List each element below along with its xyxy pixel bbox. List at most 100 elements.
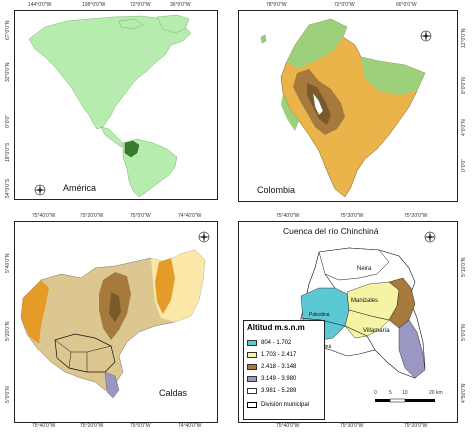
- chinchina-map-frame: Cuenca del río Chinchiná Neira Manizales…: [238, 221, 458, 423]
- tick-top-2: 75°20'0"W: [80, 213, 104, 219]
- orange-band-east: [155, 258, 175, 314]
- legend-item: 2.418 - 3.148: [247, 363, 296, 371]
- america-map: [15, 11, 217, 199]
- america-label: América: [63, 183, 97, 193]
- legend-label: 3.149 - 3.980: [261, 376, 297, 382]
- scale-bar: 0 5 10 20 km: [371, 390, 451, 410]
- compass-rose-icon: [33, 183, 47, 197]
- tick-left-3: 5°0'0"N: [5, 386, 11, 403]
- legend-item: 3.981 - 5.289: [247, 387, 296, 395]
- tick-top-2: 72°0'0"W: [334, 2, 355, 8]
- scale-tick: 10: [402, 390, 408, 396]
- tick-top-4: 36°0'0"W: [170, 2, 191, 8]
- tick-bottom-2: 75°20'0"W: [80, 423, 104, 429]
- tick-left-4: 18°0'0"S: [5, 142, 11, 162]
- altitude-legend: Altitud m.s.n.m 804 - 1.702 1.703 - 2.41…: [243, 320, 325, 420]
- tick-bottom-1: 75°40'0"W: [276, 423, 300, 429]
- tick-top-1: 144°0'0"W: [28, 2, 52, 8]
- caribbean-lowlands: [287, 19, 347, 69]
- tick-top-1: 78°0'0"W: [266, 2, 287, 8]
- legend-label: 2.418 - 3.148: [261, 364, 297, 370]
- panel-america: 144°0'0"W 108°0'0"W 72°0'0"W 36°0'0"W 67…: [2, 2, 230, 207]
- greenland: [156, 14, 190, 34]
- legend-swatch: [247, 352, 257, 358]
- chinchina-basin-outline: [54, 333, 116, 373]
- tick-top-1: 75°40'0"W: [32, 213, 56, 219]
- municipal-lines: [54, 339, 112, 372]
- chinchina-map: [298, 247, 426, 379]
- scale-tick: 5: [389, 390, 392, 396]
- tick-top-3: 75°0'0"W: [130, 213, 151, 219]
- tick-top-3: 75°20'0"W: [404, 213, 428, 219]
- tick-left-1: 5°40'0"N: [5, 253, 11, 273]
- legend-label: División municipal: [261, 402, 310, 408]
- tick-right-3: 4°0'0"N: [461, 119, 467, 136]
- legend-item: 3.149 - 3.980: [247, 375, 296, 383]
- america-map-frame: América: [14, 10, 218, 200]
- neira-boundary: [318, 247, 390, 281]
- san-andres-islands: [260, 34, 267, 44]
- legend-swatch: [247, 388, 257, 394]
- pacific-coast: [281, 93, 299, 131]
- legend-label: 1.703 - 2.417: [261, 352, 297, 358]
- legend-title: Altitud m.s.n.m: [247, 323, 305, 332]
- legend-item: 1.703 - 2.417: [247, 351, 296, 359]
- caldas-label: Caldas: [159, 388, 188, 398]
- tick-bottom-2: 75°30'0"W: [340, 423, 364, 429]
- tick-right-3: 4°50'0"N: [461, 383, 467, 403]
- tick-left-5: 54°0'0"S: [5, 178, 11, 198]
- colombia-map-frame: Colombia: [238, 10, 458, 202]
- legend-item: División municipal: [247, 401, 309, 409]
- andes-peaks: [312, 92, 324, 116]
- tick-left-1: 67°0'0"N: [5, 20, 11, 40]
- legend-item: 804 - 1.702: [247, 339, 291, 347]
- chinchina-title: Cuenca del río Chinchiná: [283, 226, 379, 236]
- tick-left-2: 5°20'0"N: [5, 321, 11, 341]
- arctic-islands: [118, 18, 144, 30]
- legend-swatch: [247, 364, 257, 370]
- colombia-label: Colombia: [257, 185, 296, 195]
- legend-swatch: [247, 376, 257, 382]
- tick-left-3: 0°0'0": [5, 114, 11, 128]
- cauca-lowlands: [21, 280, 49, 344]
- legend-swatch-boundary: [247, 402, 257, 408]
- tick-left-2: 32°0'0"N: [5, 62, 11, 82]
- tick-top-1: 75°40'0"W: [276, 213, 300, 219]
- central-peaks: [109, 292, 121, 322]
- place-villamaria: Villamaría: [363, 328, 390, 334]
- tick-bottom-1: 75°40'0"W: [32, 423, 56, 429]
- legend-label: 804 - 1.702: [261, 340, 292, 346]
- panel-caldas: 75°40'0"W 75°20'0"W 75°0'0"W 74°40'0"W 5…: [2, 213, 230, 433]
- tick-right-2: 8°0'0"N: [461, 77, 467, 94]
- southern-tail: [104, 371, 120, 399]
- tick-top-2: 108°0'0"W: [82, 2, 106, 8]
- colombia-highlight: [124, 140, 140, 158]
- basin-purple-zone: [398, 319, 426, 379]
- tick-right-2: 5°0'0"N: [461, 324, 467, 341]
- colombia-map: [239, 11, 457, 201]
- tick-bottom-3: 75°20'0"W: [404, 423, 428, 429]
- tick-top-2: 75°30'0"W: [340, 213, 364, 219]
- basin-yellow-zone: [344, 281, 400, 339]
- tick-top-3: 66°0'0"W: [396, 2, 417, 8]
- tick-top-4: 74°40'0"W: [178, 213, 202, 219]
- panel-colombia: 78°0'0"W 72°0'0"W 66°0'0"W 12°0'0"N 8°0'…: [236, 2, 470, 207]
- compass-rose-icon: [423, 230, 437, 244]
- tick-right-1: 5°10'0"N: [461, 257, 467, 277]
- place-neira: Neira: [357, 266, 372, 272]
- panel-chinchina: 75°40'0"W 75°30'0"W 75°20'0"W 5°10'0"N 5…: [236, 213, 470, 433]
- legend-swatch: [247, 340, 257, 346]
- tick-bottom-3: 75°0'0"W: [130, 423, 151, 429]
- place-manizales: Manizales: [351, 298, 379, 304]
- tick-right-1: 12°0'0"N: [461, 28, 467, 48]
- north-america-landmass: [28, 15, 192, 130]
- legend-label: 3.981 - 5.289: [261, 388, 297, 394]
- compass-rose-icon: [419, 29, 433, 43]
- tick-bottom-4: 74°40'0"W: [178, 423, 202, 429]
- caldas-map: [15, 222, 217, 422]
- caldas-map-frame: Caldas: [14, 221, 218, 423]
- scale-tick: 20 km: [429, 390, 443, 396]
- tick-right-4: 0°0'0": [461, 158, 467, 172]
- tick-top-3: 72°0'0"W: [130, 2, 151, 8]
- place-palestina: Palestina: [309, 312, 330, 318]
